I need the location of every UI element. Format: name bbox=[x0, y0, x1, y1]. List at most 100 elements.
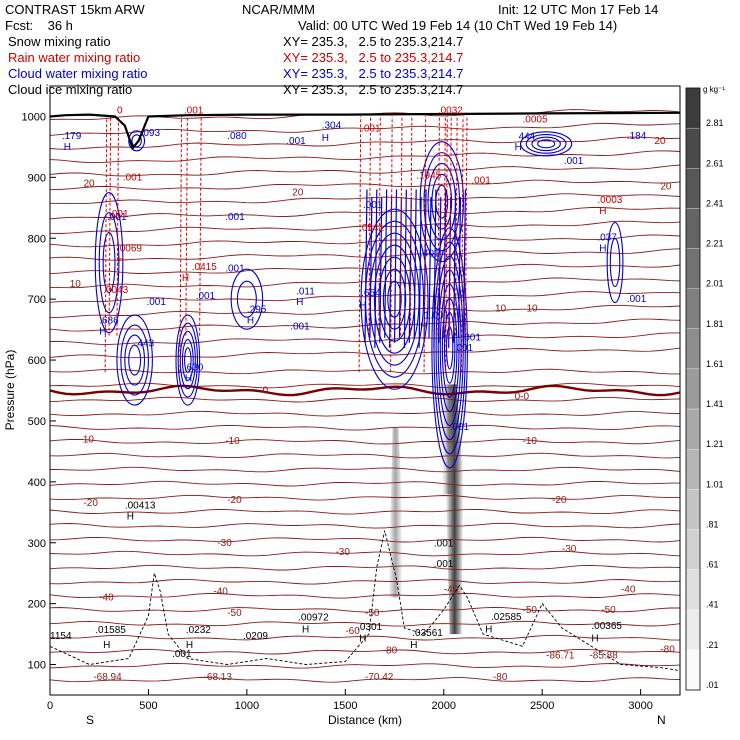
cloud-water-label: H bbox=[420, 322, 427, 333]
isotherm-label: 0-0 bbox=[515, 392, 530, 403]
rain-label: .0005 bbox=[523, 115, 548, 126]
isotherm-label: -50 bbox=[601, 605, 616, 616]
cloud-water-contour bbox=[360, 208, 429, 390]
snow-label: H bbox=[591, 633, 598, 644]
isotherm-label: -68.13 bbox=[204, 672, 233, 683]
cloud-water-contour bbox=[175, 314, 201, 406]
cloud-water-contour bbox=[462, 189, 467, 348]
cloud-water-contour bbox=[236, 280, 257, 318]
colorbar-tick-label: 2.81 bbox=[706, 118, 724, 128]
cloud-water-label: .630 bbox=[184, 362, 204, 373]
cloud-water-label: .686 bbox=[99, 316, 119, 327]
isotherm bbox=[49, 234, 681, 248]
cloud-water-label: .001 bbox=[627, 294, 647, 305]
isotherm bbox=[49, 368, 680, 375]
snow-contour bbox=[49, 530, 681, 672]
isotherm bbox=[49, 648, 681, 655]
y-axis-title: Pressure (hPa) bbox=[3, 350, 17, 431]
colorbar-swatch bbox=[685, 127, 701, 169]
cloud-water-label: 1.001 bbox=[424, 311, 449, 322]
rain-label: 0 bbox=[117, 105, 123, 116]
colorbar-tick-label: .61 bbox=[706, 560, 719, 570]
cloud-water-contour bbox=[419, 141, 464, 263]
colorbar-tick-label: 2.61 bbox=[706, 158, 724, 168]
cloud-water-contour bbox=[457, 197, 462, 338]
rain-contour bbox=[409, 116, 413, 336]
snow-label: .02585 bbox=[491, 612, 522, 623]
colorbar-tick-label: 2.21 bbox=[706, 239, 724, 249]
isotherm-label: 20 bbox=[660, 182, 672, 193]
y-tick-label: 400 bbox=[28, 477, 46, 489]
cloud-water-label: .443 bbox=[135, 339, 155, 350]
isotherm-label: -80 bbox=[493, 672, 508, 683]
legend-xy: XY= 235.3, 2.5 to 235.3,214.7 bbox=[283, 34, 464, 49]
isotherm-label: -40 bbox=[621, 585, 636, 596]
cloud-water-label: .001 bbox=[107, 212, 127, 223]
cloud-water-label: H bbox=[515, 142, 522, 153]
cloud-water-label: .184 bbox=[627, 131, 647, 142]
init-time: Init: 12 UTC Mon 17 Feb 14 bbox=[498, 2, 659, 17]
cloud-water-contour bbox=[428, 197, 432, 338]
snow-label: H bbox=[359, 633, 366, 644]
colorbar-tick-label: 1.21 bbox=[706, 439, 724, 449]
isotherm-label: -68.94 bbox=[93, 672, 122, 683]
cloud-water-contour bbox=[452, 189, 457, 343]
cloud-water-contour bbox=[413, 189, 417, 338]
cloud-water-contour bbox=[364, 189, 368, 343]
rain-contour bbox=[460, 116, 464, 373]
isotherm bbox=[49, 150, 681, 164]
isotherm-label: -20 bbox=[83, 498, 98, 509]
isotherm bbox=[49, 179, 681, 191]
isotherm bbox=[49, 438, 681, 445]
legend-label: Cloud water mixing ratio bbox=[8, 66, 148, 81]
isotherm bbox=[49, 164, 681, 177]
cloud-water-label: .654 bbox=[361, 288, 381, 299]
isotherm bbox=[49, 480, 680, 487]
y-tick-label: 900 bbox=[28, 172, 46, 184]
colorbar-swatch bbox=[685, 529, 701, 570]
colorbar-swatch bbox=[685, 328, 701, 370]
colorbar-tick-label: 1.61 bbox=[706, 359, 724, 369]
colorbar-tick-label: 1.81 bbox=[706, 319, 724, 329]
isotherm-label: -50 bbox=[227, 608, 242, 619]
isotherm bbox=[49, 606, 680, 613]
rain-contour bbox=[368, 116, 372, 336]
isotherm bbox=[49, 193, 681, 205]
snow-label: H bbox=[410, 640, 417, 651]
rain-contour bbox=[199, 116, 202, 336]
x-end-label-right: N bbox=[657, 713, 666, 727]
isotherm-label: 10 bbox=[495, 303, 507, 314]
colorbar-tick-label: .21 bbox=[706, 640, 719, 650]
cloud-water-label: .001 bbox=[564, 156, 584, 167]
isotherm bbox=[49, 593, 681, 599]
isotherm-label: -10 bbox=[225, 436, 240, 447]
snow-label: .03561 bbox=[412, 628, 443, 639]
cloud-water-label: H bbox=[99, 326, 106, 337]
cloud-water-contour bbox=[181, 339, 194, 382]
isotherm bbox=[49, 550, 681, 557]
snow-label: H bbox=[127, 512, 134, 523]
cloud-water-contour bbox=[423, 152, 461, 252]
snow-label: .0232 bbox=[186, 625, 211, 636]
snow-label: H bbox=[103, 640, 110, 651]
center-label: NCAR/MMM bbox=[242, 2, 315, 17]
rain-contour bbox=[104, 116, 108, 373]
rain-label: .0043 bbox=[103, 285, 128, 296]
snow-label: .0301 bbox=[357, 622, 382, 633]
isotherm-label: -40 bbox=[444, 585, 459, 596]
snow-label: .001 bbox=[434, 538, 454, 549]
rain-label: .0069 bbox=[117, 244, 142, 255]
cloud-water-label: .001 bbox=[196, 291, 216, 302]
colorbar-tick-label: 1.01 bbox=[706, 479, 724, 489]
chart-title: CONTRAST 15km ARW bbox=[5, 2, 145, 17]
snow-label: H bbox=[302, 624, 309, 635]
colorbar-swatch bbox=[685, 368, 701, 410]
colorbar-tick-label: .41 bbox=[706, 600, 719, 610]
isotherm-label: -30 bbox=[562, 544, 577, 555]
legend-xy: XY= 235.3, 2.5 to 235.3,214.7 bbox=[283, 50, 464, 65]
cloud-water-contour bbox=[389, 197, 393, 348]
cloud-water-contour bbox=[418, 197, 422, 348]
isotherm bbox=[49, 522, 681, 529]
rain-label: .1945 bbox=[416, 171, 441, 182]
